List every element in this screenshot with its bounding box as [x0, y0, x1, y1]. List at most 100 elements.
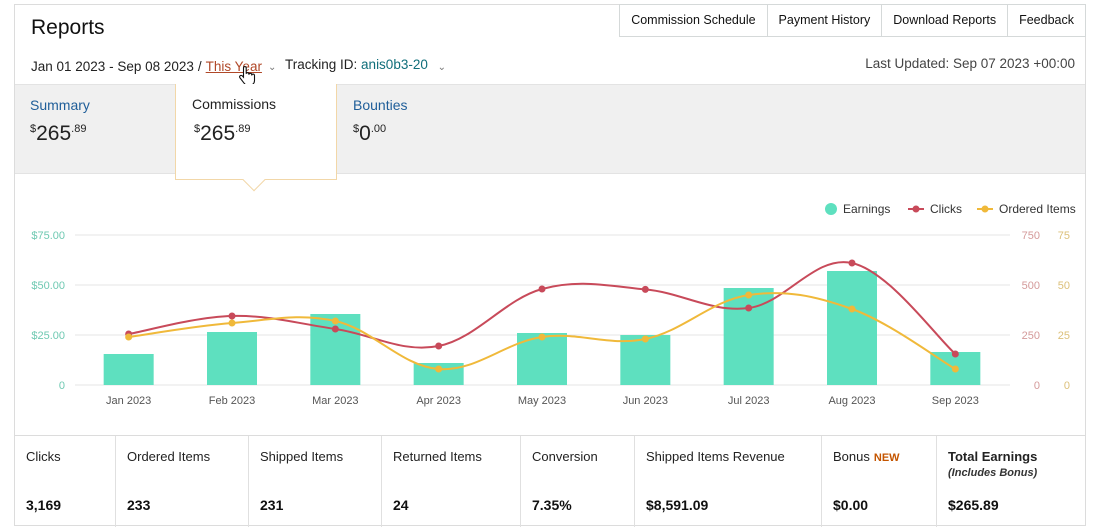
ordered-items-point — [125, 333, 133, 341]
bounties-tab[interactable]: Bounties $0.00 — [353, 97, 407, 146]
x-axis-tick-label: Aug 2023 — [828, 395, 875, 407]
stat-label: Conversion — [532, 449, 598, 464]
stat-label: Shipped Items Revenue — [646, 449, 785, 464]
left-axis-tick-label: $50.00 — [31, 280, 65, 292]
last-updated-text: Last Updated: Sep 07 2023 +00:00 — [865, 56, 1075, 71]
earnings-bar — [723, 288, 774, 385]
currency-symbol: $ — [353, 123, 360, 135]
stat-value: 233 — [127, 497, 151, 513]
earnings-bar — [207, 332, 257, 385]
x-axis-tick-label: Mar 2023 — [312, 395, 358, 407]
tracking-id-value[interactable]: anis0b3-20 — [361, 57, 428, 72]
x-axis-tick-label: May 2023 — [518, 395, 566, 407]
page-title: Reports — [31, 16, 105, 39]
clicks-point — [435, 342, 443, 350]
left-axis-tick-label: 0 — [59, 380, 65, 392]
ordered-items-point — [435, 365, 443, 373]
date-range-separator: / — [197, 58, 202, 74]
summary-tab[interactable]: Summary $265.89 — [30, 97, 90, 146]
stat-clicks: Clicks 3,169 — [15, 436, 115, 527]
clicks-point — [228, 312, 236, 320]
new-badge: NEW — [873, 452, 900, 464]
legend-marker-dot — [912, 205, 920, 213]
amount-cents: .89 — [235, 123, 251, 135]
stats-row: Clicks 3,169 Ordered Items 233 Shipped I… — [15, 435, 1085, 527]
amount-whole: 0 — [359, 122, 371, 145]
earnings-bar — [103, 354, 154, 385]
amount-cents: .89 — [71, 123, 87, 135]
summary-label: Summary — [30, 97, 90, 113]
earnings-chart: $75.00 750 75 $50.00 500 50 $25.00 250 25 0 0 0 Jan … — [15, 175, 1085, 435]
stat-shipped-items: Shipped Items 231 — [248, 436, 381, 527]
tracking-id-label: Tracking ID: — [285, 57, 358, 72]
currency-symbol: $ — [194, 123, 201, 135]
summary-amount: $265.89 — [30, 122, 90, 146]
stat-shipped-items-revenue: Shipped Items Revenue $8,591.09 — [634, 436, 821, 527]
bounties-label: Bounties — [353, 97, 408, 113]
chevron-down-icon: ⌄ — [437, 62, 447, 73]
x-axis-tick-label: Sep 2023 — [932, 395, 979, 407]
clicks-point — [745, 304, 753, 312]
x-axis-tick-label: Apr 2023 — [416, 395, 461, 407]
x-axis-tick-label: Jul 2023 — [728, 395, 770, 407]
x-axis-tick-label: Jun 2023 — [623, 395, 668, 407]
commissions-tab-active[interactable]: Commissions $265.89 — [175, 84, 337, 192]
x-axis-tick-label: Feb 2023 — [209, 395, 255, 407]
stat-value: $8,591.09 — [646, 497, 709, 513]
ordered-axis-tick-label: 0 — [1064, 380, 1070, 392]
ordered-items-point — [641, 335, 649, 343]
stat-label: Bonus NEW — [833, 449, 900, 464]
stat-value: 3,169 — [26, 497, 62, 513]
clicks-axis-tick-label: 0 — [1034, 380, 1040, 392]
ordered-items-point — [331, 317, 339, 325]
amount-whole: 265 — [200, 122, 236, 145]
ordered-items-point — [538, 333, 546, 341]
left-axis-tick-label: $75.00 — [31, 230, 65, 242]
date-range-text: Jan 01 2023 - Sep 08 2023 — [31, 58, 194, 74]
ordered-items-point — [228, 319, 236, 327]
stat-value: $265.89 — [948, 497, 999, 513]
earnings-bar — [827, 271, 877, 385]
stat-label: Shipped Items — [260, 449, 344, 464]
stat-ordered-items: Ordered Items 233 — [115, 436, 248, 527]
payment-history-link[interactable]: Payment History — [766, 5, 882, 36]
clicks-axis-tick-label: 750 — [1022, 230, 1040, 242]
legend-marker-dot — [981, 205, 989, 213]
clicks-point — [331, 325, 339, 333]
earnings-bar — [620, 335, 671, 385]
stat-label: Ordered Items — [127, 449, 211, 464]
commissions-label: Commissions — [192, 96, 277, 112]
stat-label: Returned Items — [393, 449, 482, 464]
clicks-point — [951, 350, 959, 358]
commission-schedule-link[interactable]: Commission Schedule — [631, 13, 756, 27]
ordered-axis-tick-label: 50 — [1058, 280, 1070, 292]
top-links: Commission Schedule Payment History Down… — [619, 4, 1086, 37]
download-reports-link[interactable]: Download Reports — [881, 5, 1007, 36]
currency-symbol: $ — [30, 123, 37, 135]
amount-cents: .00 — [370, 123, 387, 135]
stat-value: 7.35% — [532, 497, 572, 513]
legend-label: Earnings — [843, 202, 890, 216]
stat-value: 231 — [260, 497, 284, 513]
date-preset-link[interactable]: This Year — [205, 58, 262, 74]
left-axis-tick-label: $25.00 — [31, 330, 65, 342]
ordered-items-point — [745, 291, 753, 299]
ordered-axis-tick-label: 75 — [1058, 230, 1070, 242]
tracking-id-selector[interactable]: Tracking ID: anis0b3-20 ⌄ — [285, 57, 447, 73]
stat-returned-items: Returned Items 24 — [381, 436, 520, 527]
stat-sublabel: (Includes Bonus) — [948, 467, 1038, 479]
chevron-down-icon: ⌄ — [267, 61, 277, 73]
reports-page: Reports Commission Schedule Payment Hist… — [14, 4, 1086, 527]
clicks-axis-tick-label: 250 — [1022, 330, 1040, 342]
feedback-link[interactable]: Feedback — [1007, 5, 1085, 36]
ordered-items-point — [951, 365, 959, 373]
date-range-selector[interactable]: Jan 01 2023 - Sep 08 2023 / This Year ⌄ — [23, 53, 284, 79]
clicks-axis-tick-label: 500 — [1022, 280, 1040, 292]
stat-label: Clicks — [26, 449, 61, 464]
clicks-point — [538, 285, 546, 293]
earnings-bar — [310, 314, 361, 385]
x-axis-tick-label: Jan 2023 — [106, 395, 151, 407]
stat-bonus: Bonus NEW $0.00 — [821, 436, 936, 527]
stat-conversion: Conversion 7.35% — [520, 436, 634, 527]
legend-marker-earnings — [825, 203, 837, 215]
